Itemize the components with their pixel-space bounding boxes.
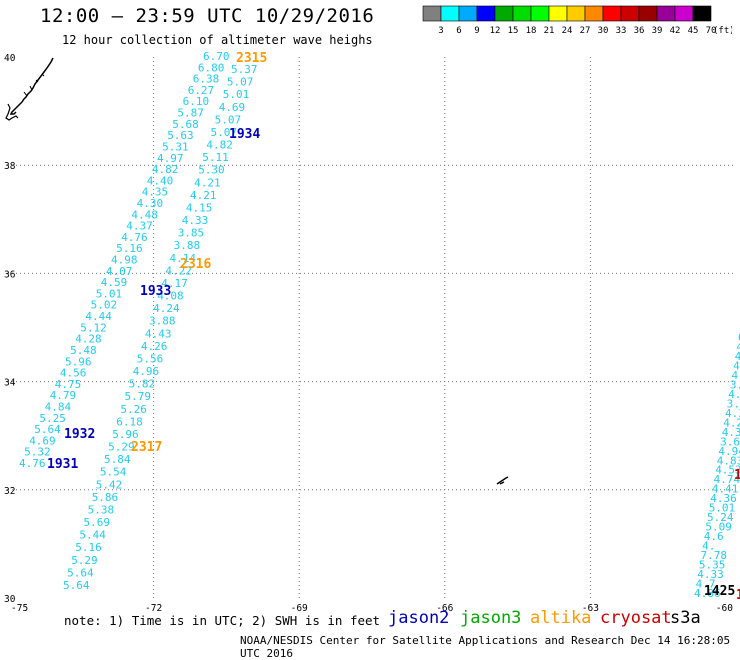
y-tick-label: 32 (4, 486, 15, 497)
legend-altika: altika (530, 608, 591, 628)
swh-value-label: 4.24 (153, 302, 180, 315)
legend-jason3: jason3 (460, 608, 521, 628)
swh-value-label: 4.76 (19, 457, 46, 470)
swh-value-label: 5.42 (96, 478, 123, 491)
swh-value-label: 5.64 (67, 566, 94, 579)
x-tick-label: -60 (716, 603, 733, 614)
legend-cryosat: cryosat (600, 608, 672, 628)
y-tick-label: 34 (4, 378, 16, 389)
pass-time-label: 2317 (131, 440, 162, 455)
swh-value-label: 4.33 (182, 214, 209, 227)
pass-time-label: 2316 (180, 257, 211, 272)
y-tick-label: 38 (4, 161, 16, 172)
swh-value-label: 5.01 (223, 88, 250, 101)
swh-value-label: 5.07 (215, 113, 242, 126)
swh-value-label: 3.88 (149, 315, 176, 328)
grid-lines (8, 57, 736, 598)
pass-time-label: 2315 (236, 51, 267, 66)
swh-value-label: 4.26 (141, 340, 168, 353)
y-tick-label: 36 (4, 269, 16, 280)
legend-s3a: s3a (670, 608, 701, 628)
swh-value-label: 5.69 (84, 516, 111, 529)
swh-value-label: 4.15 (186, 201, 213, 214)
pass-time-label: 1932 (64, 427, 95, 442)
swh-value-label: 5.07 (227, 76, 254, 89)
swh-value-label: 5.11 (202, 151, 229, 164)
swh-value-label: 5.86 (92, 491, 119, 504)
pass-time-label: 1933 (140, 284, 171, 299)
swh-value-label: 5.44 (79, 529, 106, 542)
pass-time-label: 1934 (229, 127, 260, 142)
swh-value-label: 4.21 (190, 189, 217, 202)
coastline (6, 58, 508, 484)
pass-time-label: 1931 (47, 457, 78, 472)
legend-jason2: jason2 (388, 608, 449, 628)
swh-value-label: 5.79 (125, 390, 152, 403)
swh-value-label: 4.69 (219, 101, 246, 114)
swh-value-label: 3.85 (178, 227, 205, 240)
swh-value-label: 5.56 (137, 353, 164, 366)
swh-value-label: 6.18 (116, 415, 143, 428)
y-tick-label: 40 (4, 53, 16, 64)
footer-credit: NOAA/NESDIS Center for Satellite Applica… (240, 634, 740, 660)
footer-note: note: 1) Time is in UTC; 2) SWH is in fe… (64, 613, 380, 628)
y-tick-label: 30 (4, 594, 16, 605)
pass-time-label: 1 (736, 588, 740, 603)
swh-value-label: 4.96 (133, 365, 160, 378)
swh-value-label: 3.88 (174, 239, 201, 252)
swh-value-label: 5.30 (198, 164, 225, 177)
swh-value-label: 5.38 (88, 504, 115, 517)
swh-value-label: 5.29 (71, 554, 98, 567)
swh-value-label: 5.84 (104, 453, 131, 466)
swh-value-label: 4.43 (145, 327, 172, 340)
swh-value-label: 5.26 (120, 403, 146, 416)
swh-value-label: 4.21 (194, 176, 221, 189)
swh-value-label: 5.82 (129, 378, 156, 391)
swh-value-label: 5.54 (100, 466, 127, 479)
pass-time-label: 1425 (704, 584, 735, 599)
swh-value-label: 5.16 (75, 541, 102, 554)
pass-time-label: 1 (734, 468, 740, 483)
swh-value-label: 5.64 (63, 579, 90, 592)
